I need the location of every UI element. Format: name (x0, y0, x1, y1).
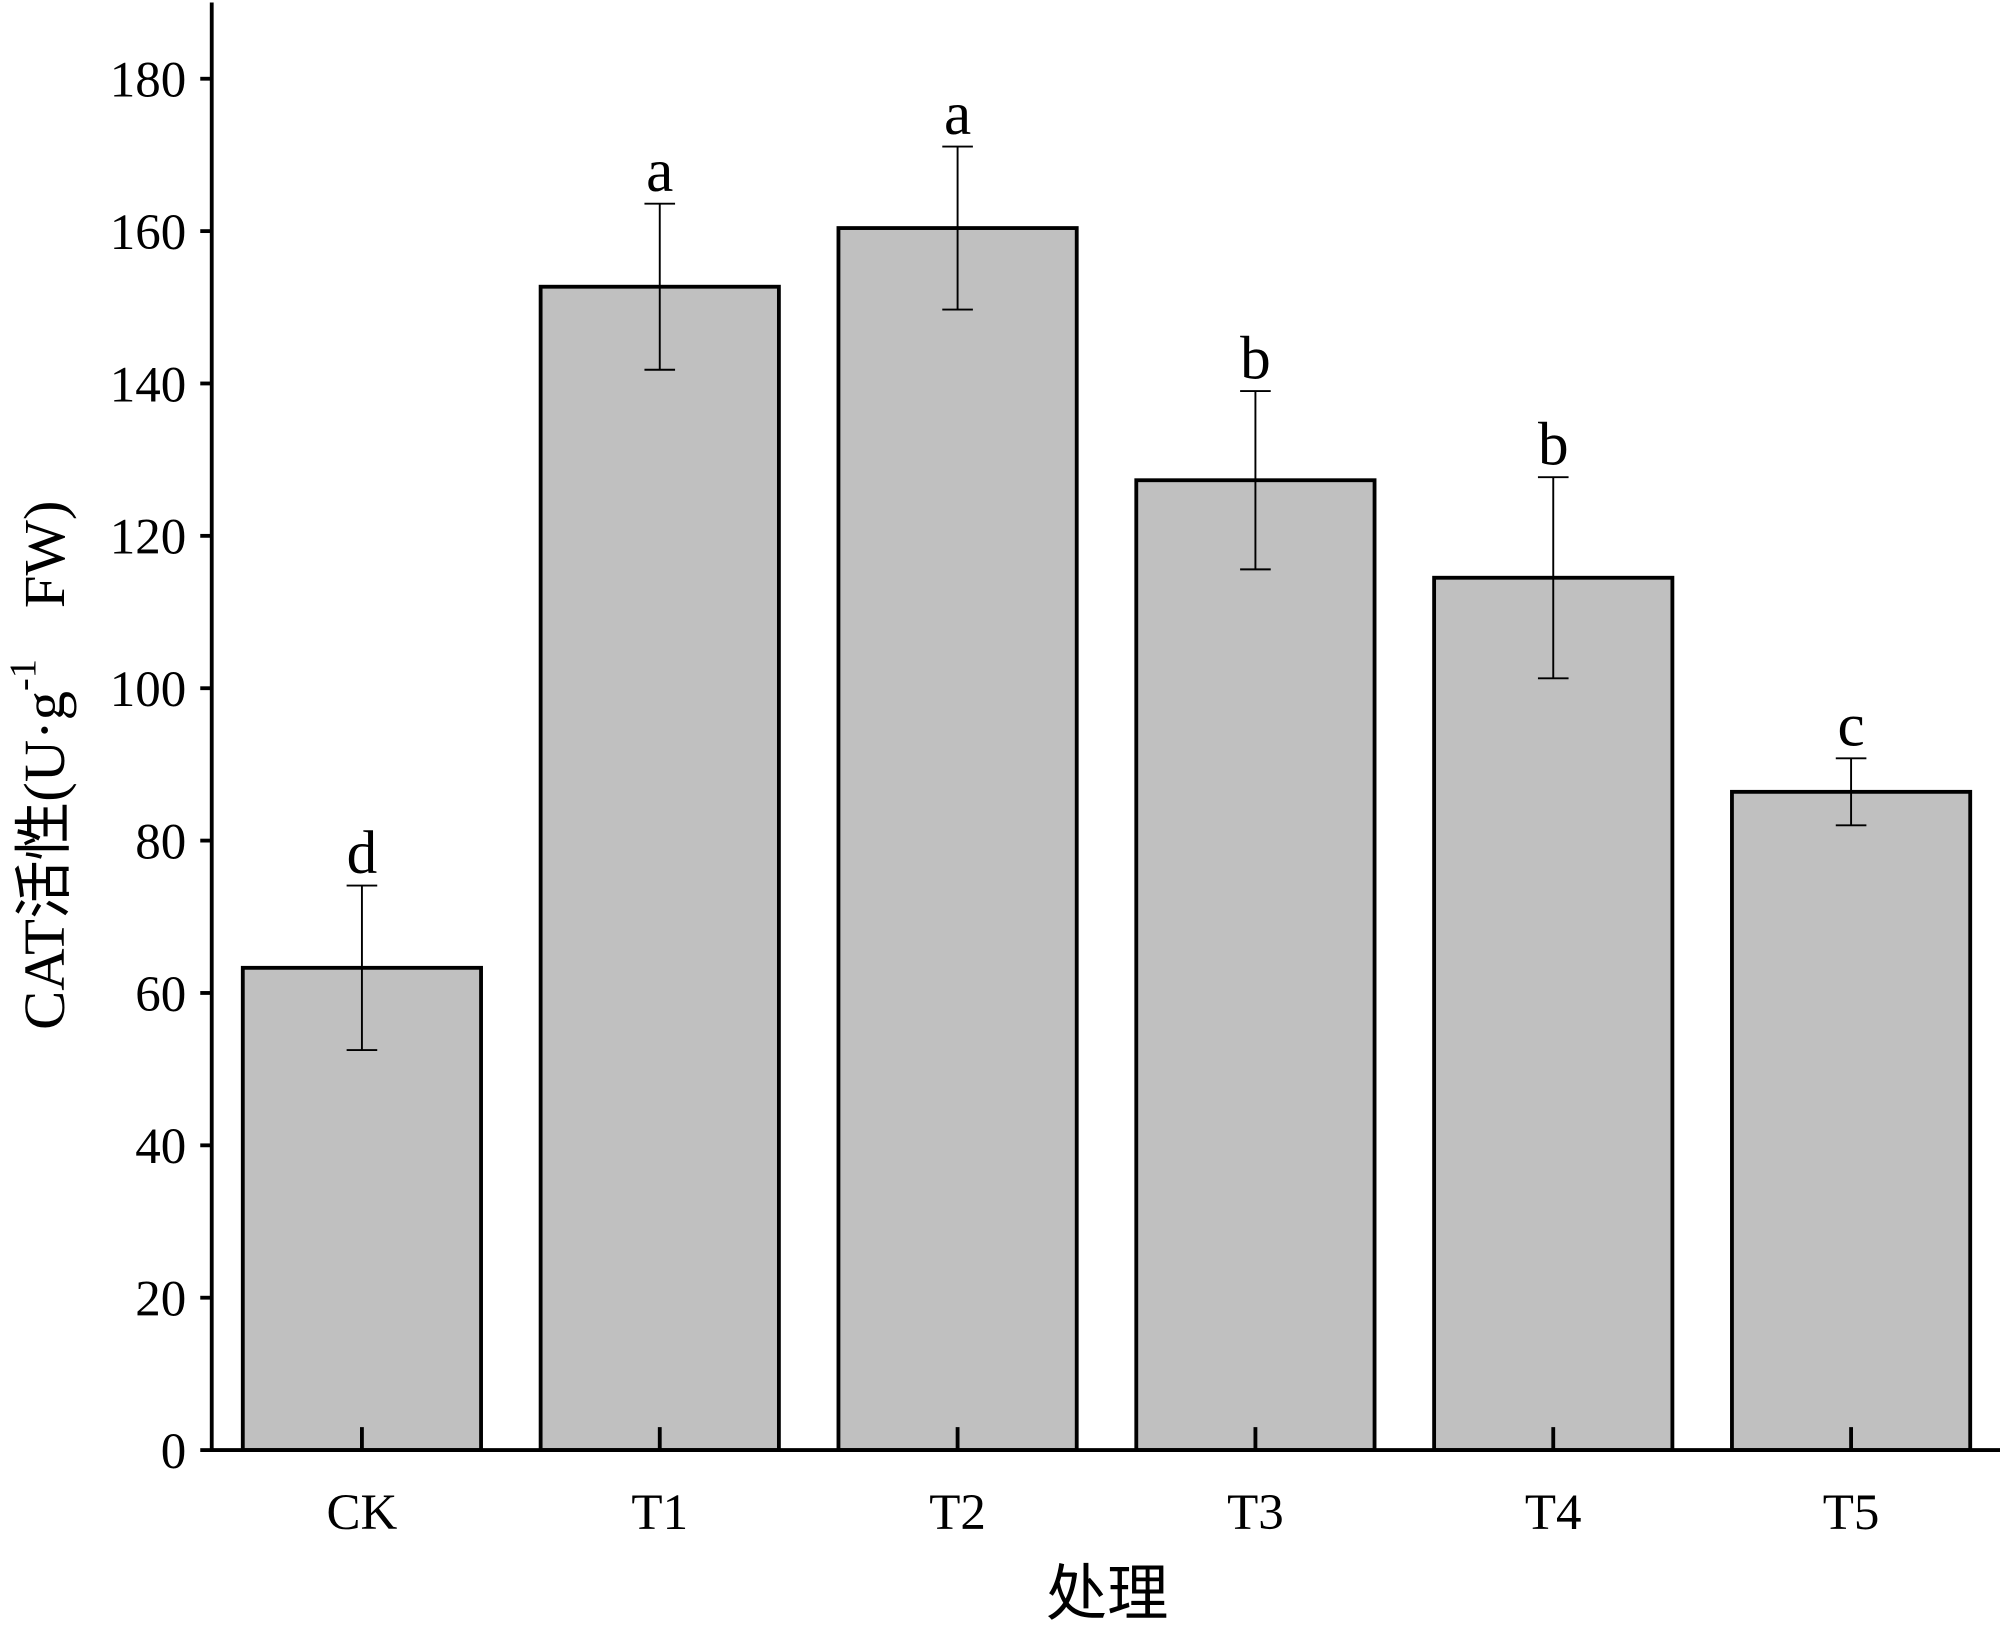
y-axis-label: CAT活性(U·g-1 FW) (3, 501, 77, 1030)
y-tick-label: 100 (110, 662, 187, 718)
x-tick-label: T1 (631, 1485, 688, 1541)
x-tick-label: T3 (1227, 1485, 1284, 1541)
significance-letter: b (1240, 324, 1271, 392)
x-tick-label: T5 (1823, 1485, 1880, 1541)
y-tick-label: 20 (135, 1272, 186, 1328)
bar (1134, 478, 1377, 1452)
y-tick-label: 140 (110, 357, 187, 413)
x-axis-label: 处理 (1046, 1561, 1168, 1629)
y-axis-label-main: CAT活性(U·g (12, 691, 77, 1030)
y-axis-label-end: FW) (12, 501, 77, 609)
bar (1730, 789, 1973, 1452)
y-tick-label: 40 (135, 1119, 186, 1175)
significance-letter: a (944, 80, 971, 148)
bar (1432, 575, 1675, 1452)
significance-letter: d (347, 819, 378, 887)
y-tick-label: 80 (135, 814, 186, 870)
x-tick-label: CK (326, 1485, 397, 1541)
significance-letter: a (646, 137, 673, 205)
significance-letter: c (1837, 692, 1864, 760)
y-tick-label: 160 (110, 205, 187, 261)
y-tick-label: 120 (110, 510, 187, 566)
y-axis-label-sup: -1 (3, 659, 45, 691)
y-tick-label: 0 (161, 1424, 187, 1480)
x-tick-label: T2 (929, 1485, 986, 1541)
bar (836, 226, 1079, 1452)
bar (538, 284, 781, 1452)
x-tick-label: T4 (1525, 1485, 1582, 1541)
y-tick-label: 180 (110, 53, 187, 109)
y-tick-label: 60 (135, 967, 186, 1023)
significance-letter: b (1538, 410, 1569, 478)
